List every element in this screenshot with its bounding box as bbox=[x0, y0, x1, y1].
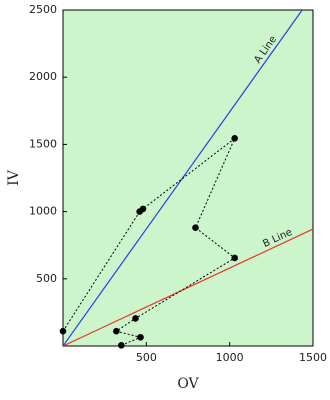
y-axis-title: IV bbox=[6, 169, 22, 186]
data-point bbox=[113, 327, 120, 335]
x-axis-title: OV bbox=[177, 376, 199, 392]
plot-background bbox=[62, 9, 314, 347]
data-point bbox=[132, 315, 139, 322]
y-tick-label: 1000 bbox=[29, 205, 57, 218]
y-tick-label: 1500 bbox=[29, 137, 57, 150]
x-tick-label: 1500 bbox=[299, 351, 327, 364]
data-point bbox=[118, 342, 125, 349]
data-point bbox=[139, 205, 147, 213]
y-tick-label: 2000 bbox=[29, 70, 57, 83]
data-point bbox=[192, 224, 199, 232]
y-tick-label: 2500 bbox=[29, 3, 57, 16]
data-point bbox=[231, 135, 238, 142]
x-tick-label: 1000 bbox=[216, 351, 244, 364]
data-point bbox=[231, 254, 238, 262]
data-point bbox=[137, 333, 144, 341]
data-point bbox=[59, 327, 67, 335]
x-tick-label: 500 bbox=[136, 351, 157, 364]
y-tick-label: 500 bbox=[36, 272, 57, 285]
reference-line bbox=[63, 228, 313, 346]
